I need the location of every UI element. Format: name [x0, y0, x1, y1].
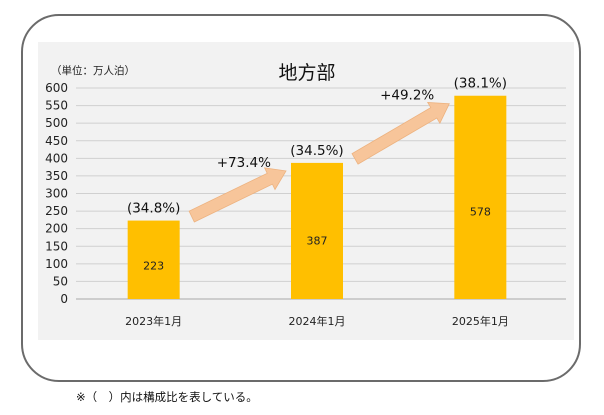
- growth-arrow: [188, 167, 287, 223]
- y-tick-label: 50: [53, 274, 68, 288]
- x-tick-label: 2023年1月: [125, 314, 182, 328]
- y-tick-label: 250: [45, 204, 68, 218]
- footnote: ※（ ）内は構成比を表している。: [76, 390, 258, 404]
- bar-value-label: 578: [470, 206, 491, 219]
- growth-arrow: [351, 102, 450, 165]
- x-tick-label: 2025年1月: [452, 314, 509, 328]
- y-tick-label: 450: [45, 134, 68, 148]
- y-tick-label: 350: [45, 169, 68, 183]
- bar: [291, 162, 343, 299]
- share-label: (34.5%): [290, 143, 343, 159]
- y-tick-label: 100: [45, 257, 68, 271]
- y-tick-label: 400: [45, 151, 68, 165]
- unit-label: （単位：万人泊）: [51, 64, 135, 77]
- y-tick-label: 0: [60, 292, 68, 306]
- bar-value-label: 223: [143, 259, 164, 272]
- y-tick-label: 200: [45, 222, 68, 236]
- y-tick-label: 600: [45, 81, 68, 95]
- y-tick-label: 550: [45, 99, 68, 113]
- x-tick-label: 2024年1月: [289, 314, 346, 328]
- bar: [454, 95, 507, 299]
- chart-title: 地方部: [278, 62, 335, 84]
- growth-label: +73.4%: [217, 155, 271, 171]
- share-label: (38.1%): [454, 76, 507, 92]
- y-tick-label: 500: [45, 116, 68, 130]
- share-label: (34.8%): [127, 201, 180, 217]
- bar-value-label: 387: [307, 234, 328, 247]
- bar: [127, 220, 180, 299]
- y-tick-label: 150: [45, 239, 68, 253]
- y-tick-label: 300: [45, 187, 68, 201]
- growth-label: +49.2%: [380, 88, 434, 104]
